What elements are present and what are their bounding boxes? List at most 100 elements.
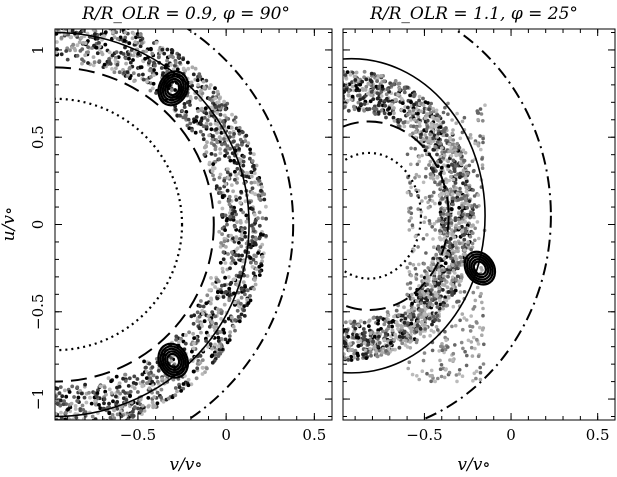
scatter-point — [320, 330, 324, 334]
scatter-point — [195, 366, 200, 371]
scatter-point — [91, 29, 96, 32]
scatter-point — [241, 210, 246, 215]
scatter-point — [299, 325, 303, 329]
scatter-point — [252, 278, 257, 282]
scatter-point — [203, 106, 208, 111]
scatter-point — [324, 326, 328, 330]
scatter-point — [121, 52, 126, 56]
scatter-point — [462, 248, 467, 252]
scatter-point — [59, 52, 64, 57]
scatter-point — [450, 131, 455, 136]
scatter-point — [384, 115, 388, 120]
scatter-point — [215, 130, 219, 135]
scatter-point — [402, 87, 407, 91]
scatter-point — [241, 163, 246, 168]
island-contour — [463, 250, 497, 286]
scatter-point — [414, 172, 419, 177]
scatter-point — [469, 247, 474, 252]
scatter-point — [447, 265, 451, 269]
scatter-point — [353, 348, 358, 353]
scatter-point — [456, 198, 461, 202]
scatter-point — [392, 106, 396, 110]
scatter-point — [425, 118, 430, 123]
scatter-point — [59, 398, 63, 403]
scatter-point — [97, 59, 102, 63]
scatter-point — [183, 341, 188, 346]
scatter-point — [75, 43, 80, 48]
scatter-point — [355, 86, 360, 91]
scatter-point — [215, 111, 220, 115]
scatter-point — [444, 133, 449, 138]
scatter-point — [480, 300, 484, 305]
scatter-point — [202, 115, 207, 120]
scatter-point — [183, 116, 188, 120]
scatter-point — [409, 273, 414, 278]
scatter-point — [450, 232, 455, 236]
scatter-point — [248, 256, 253, 260]
scatter-point — [208, 83, 213, 87]
scatter-point — [61, 402, 66, 407]
scatter-point — [328, 337, 332, 341]
scatter-point — [440, 348, 445, 353]
scatter-point — [210, 134, 215, 139]
scatter-point — [388, 111, 392, 116]
scatter-point — [336, 348, 340, 352]
contour-dashed — [343, 120, 450, 312]
scatter-point — [178, 60, 182, 65]
scatter-point — [229, 183, 234, 188]
scatter-point — [291, 309, 295, 313]
scatter-point — [301, 315, 305, 319]
scatter-point — [224, 116, 229, 120]
scatter-point — [305, 337, 309, 341]
scatter-point — [299, 344, 303, 348]
scatter-point — [434, 108, 439, 113]
scatter-point — [256, 193, 261, 198]
scatter-point — [210, 310, 215, 314]
scatter-point — [473, 298, 478, 303]
x-tick-label: 0 — [221, 426, 231, 444]
scatter-point — [136, 51, 141, 56]
scatter-point — [475, 220, 480, 224]
scatter-point — [130, 413, 134, 418]
scatter-point — [353, 78, 358, 82]
scatter-point — [377, 341, 382, 345]
scatter-point — [405, 265, 410, 270]
scatter-point — [230, 250, 234, 255]
scatter-point — [448, 237, 453, 241]
scatter-point — [190, 83, 195, 88]
scatter-point — [254, 261, 258, 266]
scatter-point — [233, 169, 237, 174]
scatter-point — [405, 190, 410, 195]
scatter-point — [188, 95, 193, 99]
scatter-point — [96, 41, 101, 45]
scatter-point — [258, 245, 263, 250]
scatter-point — [343, 329, 346, 333]
scatter-point — [444, 338, 448, 343]
scatter-point — [372, 334, 377, 339]
scatter-point — [442, 153, 447, 158]
scatter-point — [480, 157, 484, 161]
scatter-point — [209, 288, 214, 292]
scatter-point — [55, 401, 60, 406]
scatter-point — [81, 41, 86, 45]
scatter-point — [325, 355, 329, 359]
scatter-point — [344, 87, 349, 92]
scatter-point — [264, 204, 268, 209]
scatter-point — [337, 356, 341, 360]
scatter-point — [131, 71, 136, 76]
scatter-point — [152, 68, 156, 72]
scatter-point — [435, 135, 440, 139]
scatter-point — [414, 292, 419, 297]
scatter-point — [311, 317, 315, 321]
scatter-point — [97, 44, 102, 49]
scatter-point — [319, 352, 323, 356]
scatter-point — [453, 323, 458, 328]
scatter-point — [207, 96, 212, 101]
scatter-point — [91, 63, 96, 68]
scatter-point — [198, 129, 203, 134]
scatter-point — [377, 84, 382, 89]
scatter-point — [232, 277, 237, 282]
scatter-point — [300, 318, 304, 322]
scatter-point — [235, 180, 239, 185]
scatter-point — [454, 186, 459, 190]
